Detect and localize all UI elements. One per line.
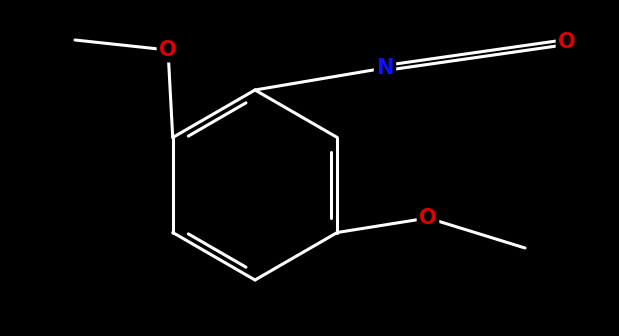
Text: N: N xyxy=(376,58,394,78)
Text: O: O xyxy=(419,208,437,228)
Text: O: O xyxy=(558,32,576,52)
Text: O: O xyxy=(159,40,177,60)
